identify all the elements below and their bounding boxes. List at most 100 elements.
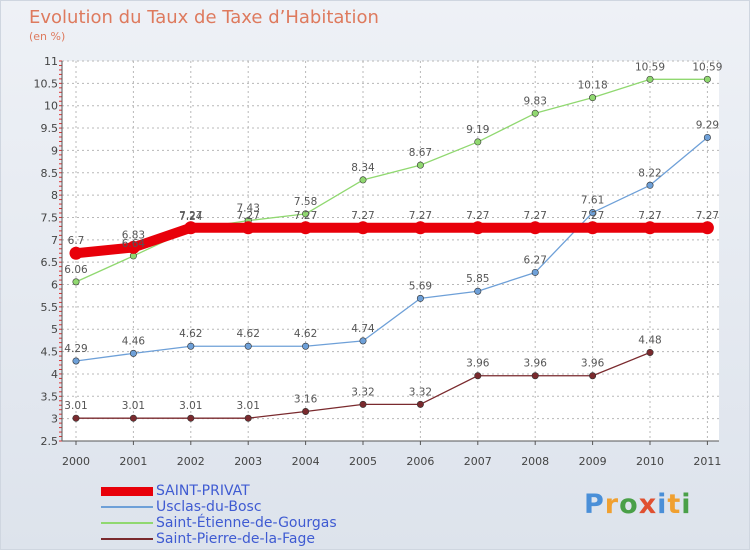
data-point (416, 400, 424, 408)
data-point (474, 372, 482, 380)
data-label: 10.18 (578, 80, 608, 92)
x-tick-label: 2001 (119, 455, 147, 468)
legend-label: Saint-Pierre-de-la-Fage (156, 531, 315, 547)
data-label: 3.96 (524, 358, 548, 370)
legend-label: Usclas-du-Bosc (156, 499, 262, 515)
data-point (646, 348, 654, 356)
data-point (531, 268, 539, 276)
axes: 2.533.544.555.566.577.588.599.51010.5112… (34, 55, 722, 468)
x-tick-label: 2011 (693, 455, 721, 468)
plot-area (62, 61, 719, 441)
data-point (703, 133, 711, 141)
y-tick-label: 5 (51, 323, 58, 336)
brand-letter: x (638, 489, 658, 520)
data-point (302, 210, 310, 218)
data-point (302, 342, 310, 350)
data-point (126, 240, 140, 254)
data-point (531, 109, 539, 117)
data-point (471, 221, 485, 235)
data-point (302, 407, 310, 415)
data-label: 6.7 (68, 235, 85, 247)
data-label: 7.27 (409, 210, 432, 222)
data-label: 8.22 (638, 167, 661, 179)
data-point (184, 221, 198, 235)
x-tick-label: 2006 (406, 455, 434, 468)
y-tick-label: 10.5 (34, 77, 59, 90)
data-point (72, 357, 80, 365)
y-tick-label: 2.5 (41, 435, 59, 448)
legend-label: Saint-Étienne-de-Gourgas (156, 515, 337, 531)
data-label: 4.62 (179, 328, 202, 340)
legend-swatch (101, 506, 153, 508)
x-tick-label: 2004 (292, 455, 320, 468)
data-label: 9.19 (466, 124, 489, 136)
data-label: 7.27 (179, 210, 202, 222)
data-label: 10.59 (635, 61, 665, 73)
legend-label: SAINT-PRIVAT (156, 483, 250, 499)
data-label: 5.85 (466, 273, 489, 285)
data-label: 7.27 (696, 210, 719, 222)
data-point (299, 221, 313, 235)
data-label: 6.64 (122, 238, 146, 250)
data-label: 3.16 (294, 393, 318, 405)
data-label: 9.29 (696, 119, 719, 131)
data-label: 7.61 (581, 195, 604, 207)
brand-letter: o (619, 489, 639, 520)
data-label: 8.34 (351, 162, 375, 174)
brand-letter: t (667, 489, 682, 520)
data-point (700, 221, 714, 235)
y-tick-label: 11 (44, 55, 58, 68)
data-label: 4.62 (237, 328, 260, 340)
data-label: 3.96 (581, 358, 605, 370)
y-tick-label: 7 (51, 234, 58, 247)
data-point (528, 221, 542, 235)
y-tick-label: 9 (51, 144, 58, 157)
data-point (244, 414, 252, 422)
data-point (589, 372, 597, 380)
data-label: 7.27 (466, 210, 489, 222)
legend-swatch (101, 487, 153, 496)
brand-letter: i (657, 489, 668, 520)
chart-subtitle: (en %) (29, 30, 66, 43)
data-label: 7.27 (524, 210, 547, 222)
grid (62, 60, 719, 442)
data-point (413, 221, 427, 235)
data-point (474, 138, 482, 146)
x-tick-label: 2007 (464, 455, 492, 468)
data-label: 3.32 (409, 386, 432, 398)
y-tick-label: 9.5 (41, 122, 59, 135)
y-tick-label: 7.5 (41, 211, 59, 224)
legend-item: Saint-Pierre-de-la-Fage (101, 531, 401, 547)
data-label: 7.27 (638, 210, 661, 222)
data-point (646, 75, 654, 83)
y-tick-label: 6 (51, 279, 58, 292)
data-point (241, 221, 255, 235)
brand-letter: r (604, 489, 620, 520)
series-line (71, 222, 713, 259)
data-label: 3.01 (64, 400, 87, 412)
data-point (416, 294, 424, 302)
series (69, 75, 714, 422)
data-label: 3.01 (122, 400, 145, 412)
data-point (703, 75, 711, 83)
data-label: 7.27 (581, 210, 604, 222)
data-label: 4.48 (638, 334, 661, 346)
data-point (187, 342, 195, 350)
y-tick-label: 3 (51, 413, 58, 426)
data-point (129, 414, 137, 422)
data-label: 8.67 (409, 147, 432, 159)
data-label: 7.24 (179, 211, 203, 223)
data-labels: 3.01 3.01 3.01 3.01 3.16 3.32 3.32 3.96 3.96 3.96… (64, 61, 722, 412)
brand-logo: Proxiti (584, 489, 692, 520)
y-tick-label: 4 (51, 368, 58, 381)
legend-item: Usclas-du-Bosc (101, 499, 401, 515)
y-tick-label: 6.5 (41, 256, 59, 269)
data-point (531, 372, 539, 380)
data-point (244, 342, 252, 350)
legend-swatch (101, 522, 153, 524)
data-label: 6.27 (524, 254, 547, 266)
data-point (586, 221, 600, 235)
data-point (187, 414, 195, 422)
data-point (416, 161, 424, 169)
